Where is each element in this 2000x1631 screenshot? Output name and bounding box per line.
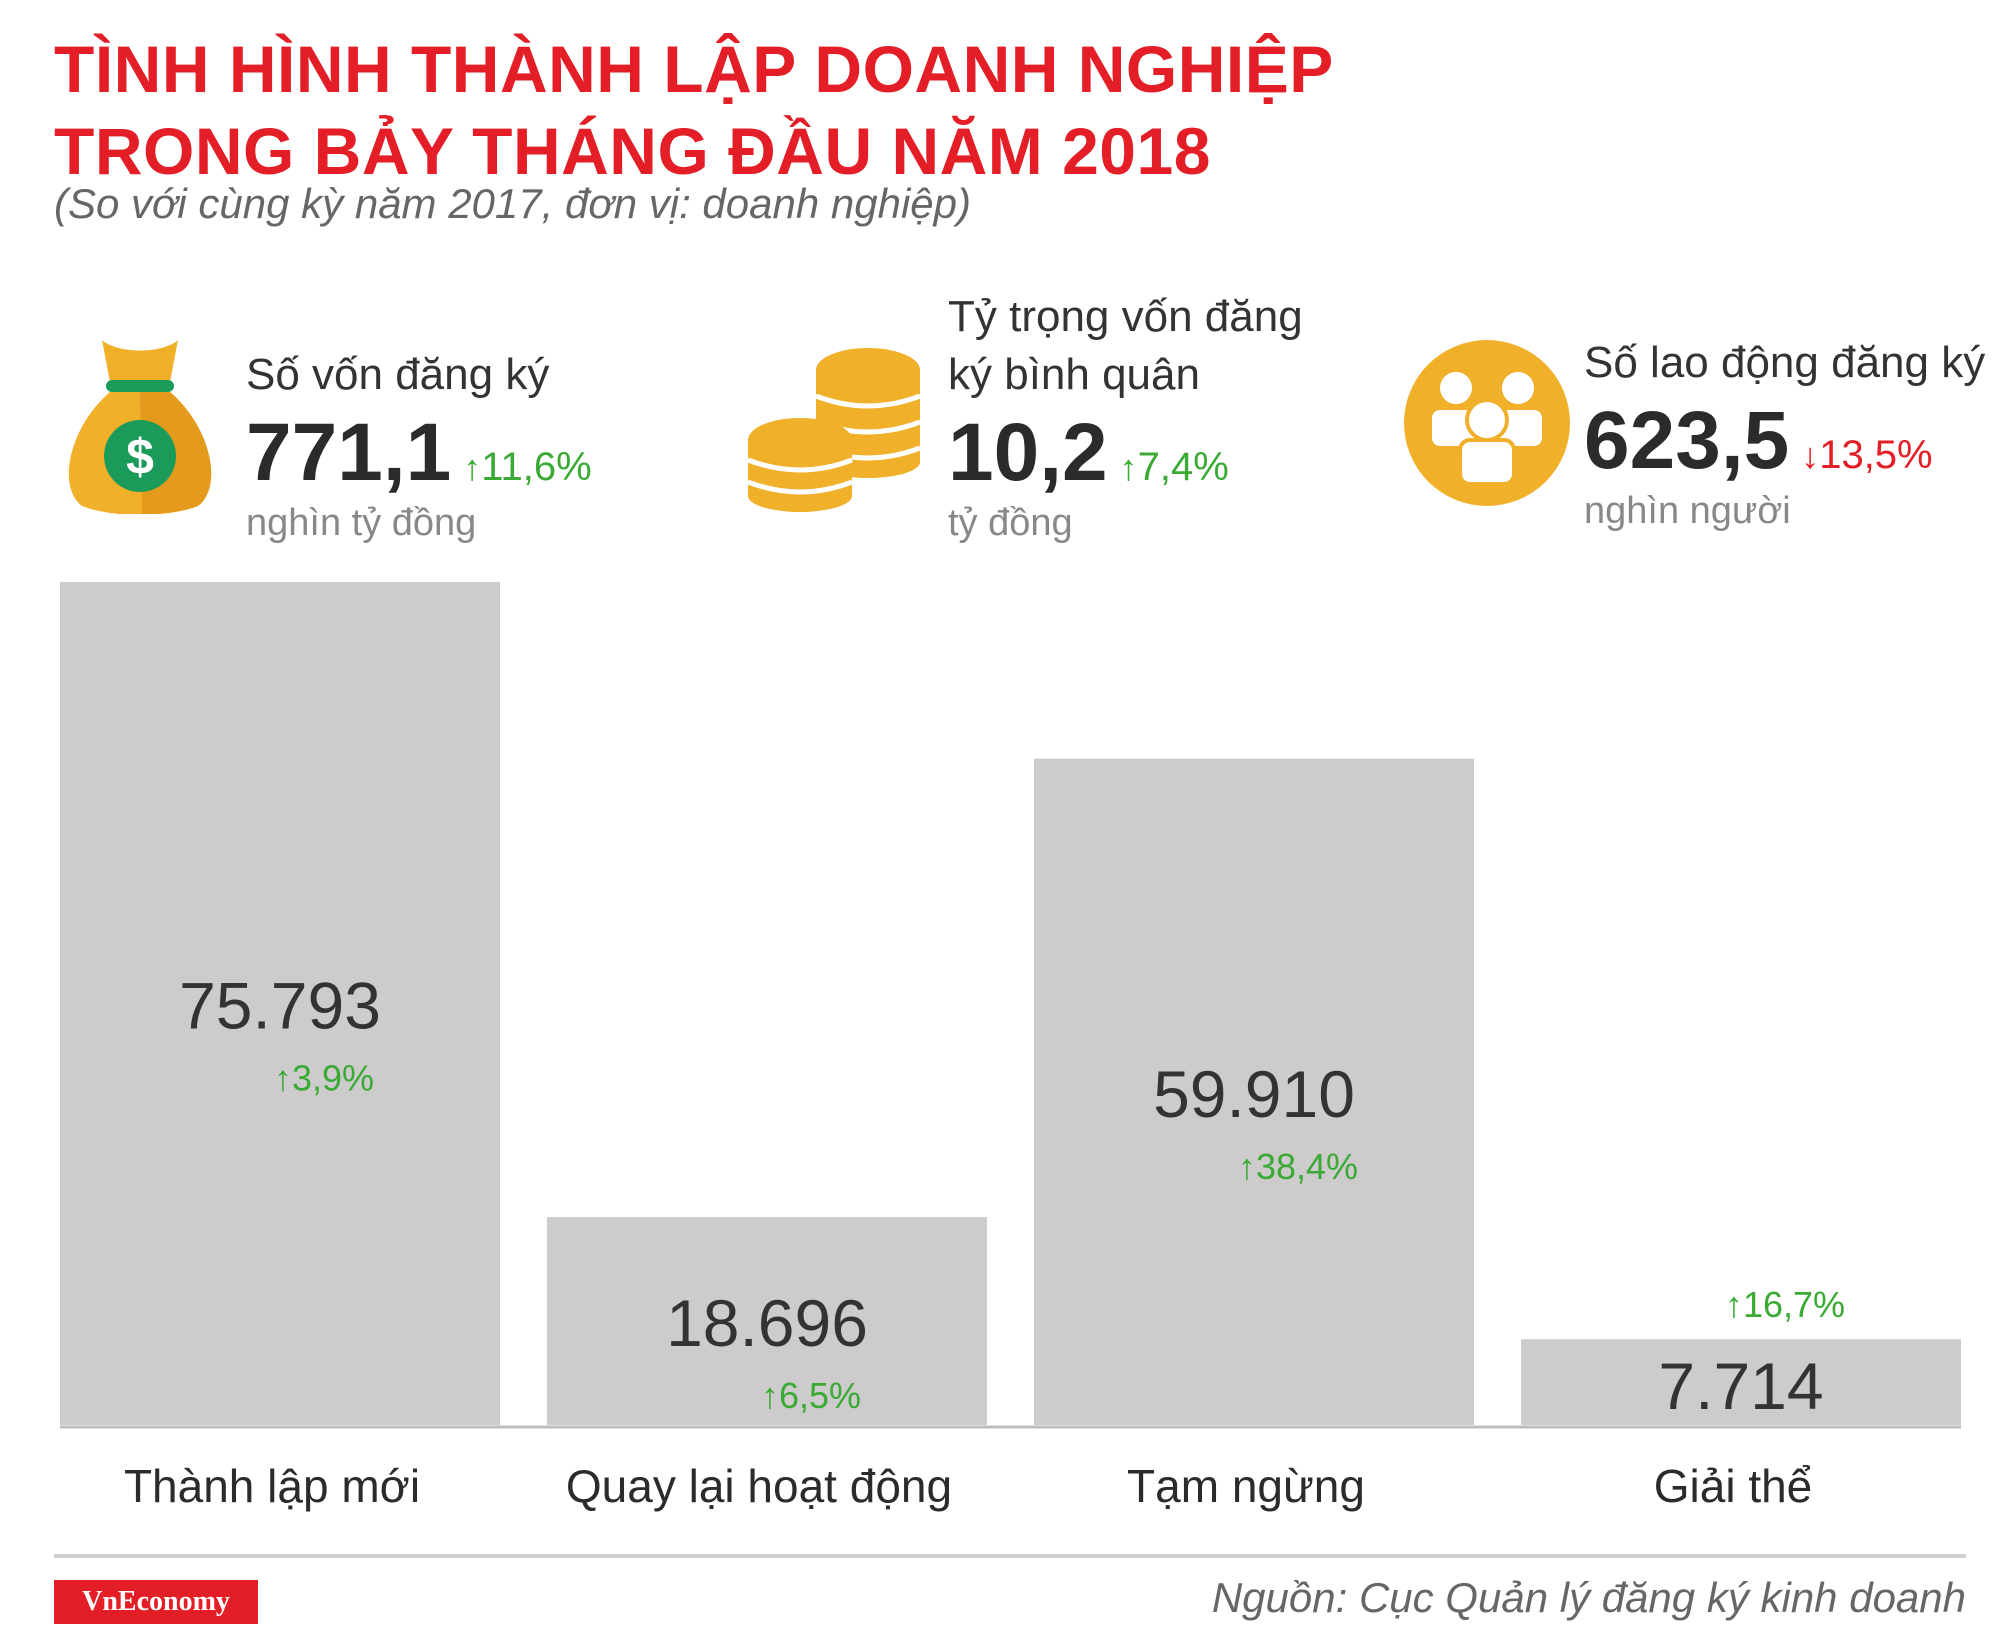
bar-change-label: ↑3,9% (274, 1058, 374, 1099)
stat-change: ↓13,5% (1801, 433, 1933, 477)
title-line-2: TRONG BẢY THÁNG ĐẦU NĂM 2018 (54, 114, 1211, 188)
stat-label: Số lao động đăng ký (1584, 338, 1986, 387)
stat-label: Số vốn đăng ký (246, 350, 550, 399)
bar (1521, 1339, 1961, 1425)
bar-value-label: 59.910 (1153, 1057, 1355, 1131)
svg-text:$: $ (126, 429, 154, 485)
stat-label-line-1: Tỷ trọng vốn đăng (948, 292, 1303, 341)
stat-change: ↑7,4% (1119, 445, 1229, 489)
arrow-up-icon: ↑ (1119, 447, 1138, 488)
bar-value-label: 7.714 (1658, 1349, 1823, 1423)
stat-unit: nghìn tỷ đồng (246, 502, 477, 544)
bar-change-label: ↑16,7% (1725, 1284, 1845, 1325)
stat-value: 623,5 (1584, 395, 1790, 486)
bar (60, 582, 500, 1425)
title-line-1: TÌNH HÌNH THÀNH LẬP DOANH NGHIỆP (54, 32, 1334, 106)
bar-chart: 75.793 ↑3,9% Thành lập mới 18.696 ↑6,5% Quay … (60, 582, 1961, 1512)
subtitle: (So với cùng kỳ năm 2017, đơn vị: doanh … (54, 180, 971, 227)
stat-unit: tỷ đồng (948, 502, 1073, 544)
coins-icon (747, 348, 921, 512)
stat-registered-labor: Số lao động đăng ký 623,5 ↓13,5% nghìn n… (1584, 334, 1985, 533)
stat-change: ↑11,6% (463, 445, 592, 489)
bar (547, 1217, 987, 1425)
people-icon (1404, 340, 1570, 506)
stat-value: 771,1 (246, 407, 452, 498)
stat-average-capital: Tỷ trọng vốn đăng ký bình quân 10,2 ↑7,4… (948, 288, 1303, 545)
arrow-down-icon: ↓ (1801, 435, 1820, 476)
source-note: Nguồn: Cục Quản lý đăng ký kinh doanh (1211, 1574, 1966, 1621)
bar-change-label: ↑38,4% (1238, 1146, 1358, 1187)
stat-unit: nghìn người (1584, 490, 1791, 532)
bar (1034, 758, 1474, 1425)
category-label: Quay lại hoạt động (566, 1460, 952, 1512)
stat-registered-capital: Số vốn đăng ký 771,1 ↑11,6% nghìn tỷ đồn… (246, 346, 592, 545)
money-bag-icon: $ (68, 340, 212, 514)
stat-value: 10,2 (948, 407, 1108, 498)
category-label: Giải thể (1654, 1460, 1813, 1512)
brand-logo: VnEconomy (54, 1580, 258, 1624)
category-label: Tạm ngừng (1127, 1460, 1365, 1512)
arrow-up-icon: ↑ (463, 447, 482, 488)
footer-divider (54, 1554, 1966, 1558)
bar-value-label: 18.696 (666, 1286, 868, 1360)
stat-label-line-2: ký bình quân (948, 350, 1200, 399)
page-title: TÌNH HÌNH THÀNH LẬP DOANH NGHIỆP TRONG B… (54, 28, 1334, 192)
bar-value-label: 75.793 (179, 969, 381, 1043)
bar-change-label: ↑6,5% (761, 1375, 861, 1416)
category-label: Thành lập mới (124, 1460, 420, 1512)
